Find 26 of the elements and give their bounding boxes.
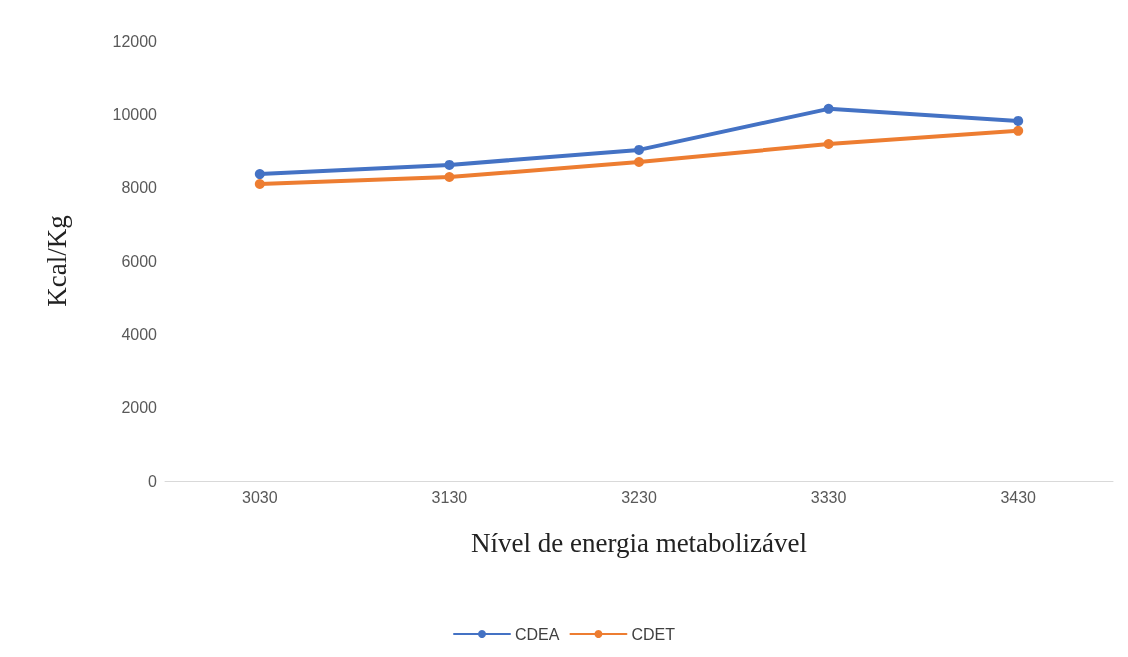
y-tick-label: 12000 bbox=[112, 32, 158, 50]
y-axis-title: Kcal/Kg bbox=[41, 215, 72, 307]
point bbox=[823, 103, 834, 114]
y-tick-label: 10000 bbox=[112, 105, 158, 123]
point bbox=[1013, 125, 1024, 136]
y-tick-label: 0 bbox=[148, 472, 158, 490]
y-tick-label: 4000 bbox=[121, 325, 158, 343]
legend-label: CDEA bbox=[515, 625, 560, 643]
x-tick-label: 3030 bbox=[242, 488, 278, 506]
point bbox=[634, 157, 644, 167]
point bbox=[444, 159, 455, 170]
point bbox=[823, 139, 834, 150]
point bbox=[444, 172, 455, 183]
x-axis-title: Nível de energia metabolizável bbox=[470, 527, 808, 558]
point bbox=[254, 179, 265, 189]
y-tick-label: 8000 bbox=[121, 179, 158, 197]
y-tick-label: 2000 bbox=[121, 399, 158, 417]
point bbox=[1013, 115, 1024, 126]
x-tick-label: 3430 bbox=[1000, 488, 1037, 506]
x-tick-label: 3330 bbox=[810, 488, 847, 506]
legend-label: CDET bbox=[631, 625, 676, 643]
x-tick-label: 3130 bbox=[431, 488, 468, 506]
y-tick-label: 6000 bbox=[121, 252, 158, 270]
point bbox=[254, 169, 265, 180]
x-tick-label: 3230 bbox=[621, 488, 657, 506]
point bbox=[634, 144, 644, 155]
